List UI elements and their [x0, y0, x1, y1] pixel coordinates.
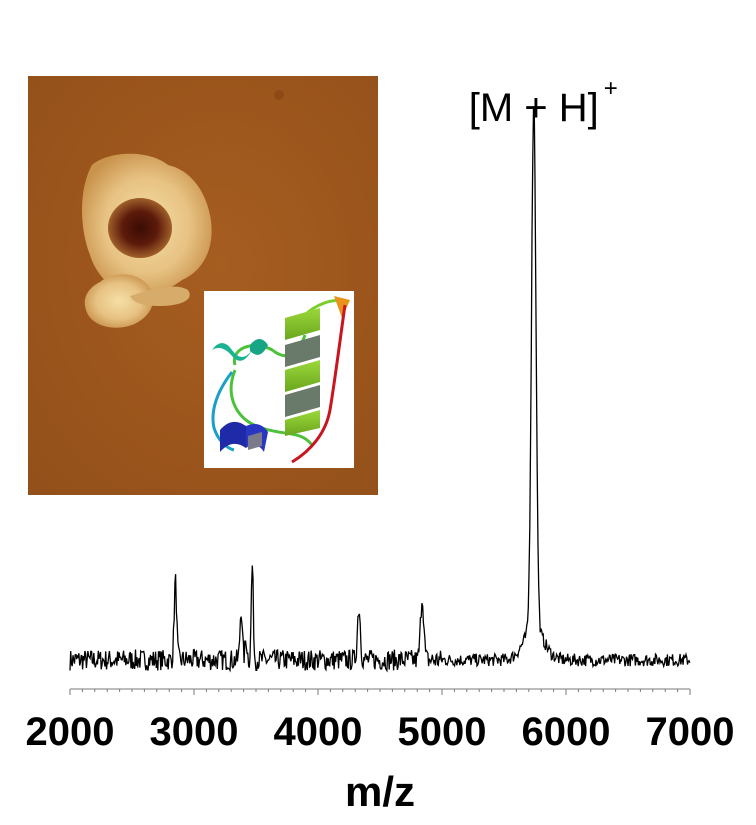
protein-helix-teal-2	[250, 339, 268, 355]
afm-topography-image	[28, 76, 378, 495]
protein-orange-tip	[334, 296, 350, 318]
protein-strand-red	[291, 304, 347, 464]
molecular-ion-label: [M + H]	[469, 86, 599, 130]
x-axis-title: m/z	[345, 768, 415, 815]
afm-particle-lobe	[84, 274, 154, 328]
protein-helix-green	[285, 308, 320, 436]
protein-ribbon-structure	[204, 291, 354, 468]
peak-annotation: [M + H] +	[469, 75, 618, 130]
x-tick-label: 6000	[522, 710, 611, 754]
afm-speck	[274, 90, 284, 100]
plot-area: 2000 3000 4000 5000 6000 7000 m/z [M + H] +	[26, 75, 735, 815]
x-axis-tick-labels: 2000 3000 4000 5000 6000 7000	[26, 710, 735, 754]
spectrum-trace	[69, 107, 691, 673]
afm-central-pit	[108, 198, 172, 258]
protein-helix-teal-1	[212, 343, 252, 361]
x-axis-minor-ticks	[69, 689, 691, 695]
protein-helix-blue	[220, 421, 268, 452]
x-tick-label: 3000	[150, 710, 239, 754]
x-tick-label: 4000	[274, 710, 363, 754]
afm-particle-tail	[130, 286, 190, 306]
x-tick-label: 7000	[646, 710, 735, 754]
protein-loop-cyan	[211, 371, 235, 452]
x-tick-label: 2000	[26, 710, 115, 754]
x-tick-label: 5000	[398, 710, 487, 754]
molecular-ion-charge: +	[604, 75, 618, 102]
